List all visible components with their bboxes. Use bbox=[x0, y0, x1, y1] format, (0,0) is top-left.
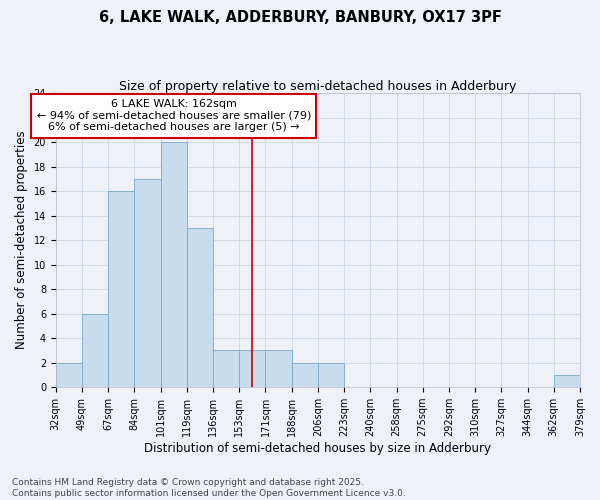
Bar bbox=[187, 228, 213, 387]
Bar bbox=[161, 142, 187, 387]
Y-axis label: Number of semi-detached properties: Number of semi-detached properties bbox=[15, 131, 28, 350]
Bar bbox=[82, 314, 108, 387]
Text: Contains HM Land Registry data © Crown copyright and database right 2025.
Contai: Contains HM Land Registry data © Crown c… bbox=[12, 478, 406, 498]
Bar bbox=[108, 191, 134, 387]
Bar bbox=[554, 375, 580, 387]
Bar bbox=[56, 362, 82, 387]
Bar bbox=[265, 350, 292, 387]
Text: 6 LAKE WALK: 162sqm
← 94% of semi-detached houses are smaller (79)
6% of semi-de: 6 LAKE WALK: 162sqm ← 94% of semi-detach… bbox=[37, 99, 311, 132]
Bar bbox=[134, 179, 161, 387]
Bar bbox=[292, 362, 318, 387]
Bar bbox=[213, 350, 239, 387]
Title: Size of property relative to semi-detached houses in Adderbury: Size of property relative to semi-detach… bbox=[119, 80, 517, 93]
Bar bbox=[239, 350, 265, 387]
Bar bbox=[318, 362, 344, 387]
X-axis label: Distribution of semi-detached houses by size in Adderbury: Distribution of semi-detached houses by … bbox=[145, 442, 491, 455]
Text: 6, LAKE WALK, ADDERBURY, BANBURY, OX17 3PF: 6, LAKE WALK, ADDERBURY, BANBURY, OX17 3… bbox=[98, 10, 502, 25]
